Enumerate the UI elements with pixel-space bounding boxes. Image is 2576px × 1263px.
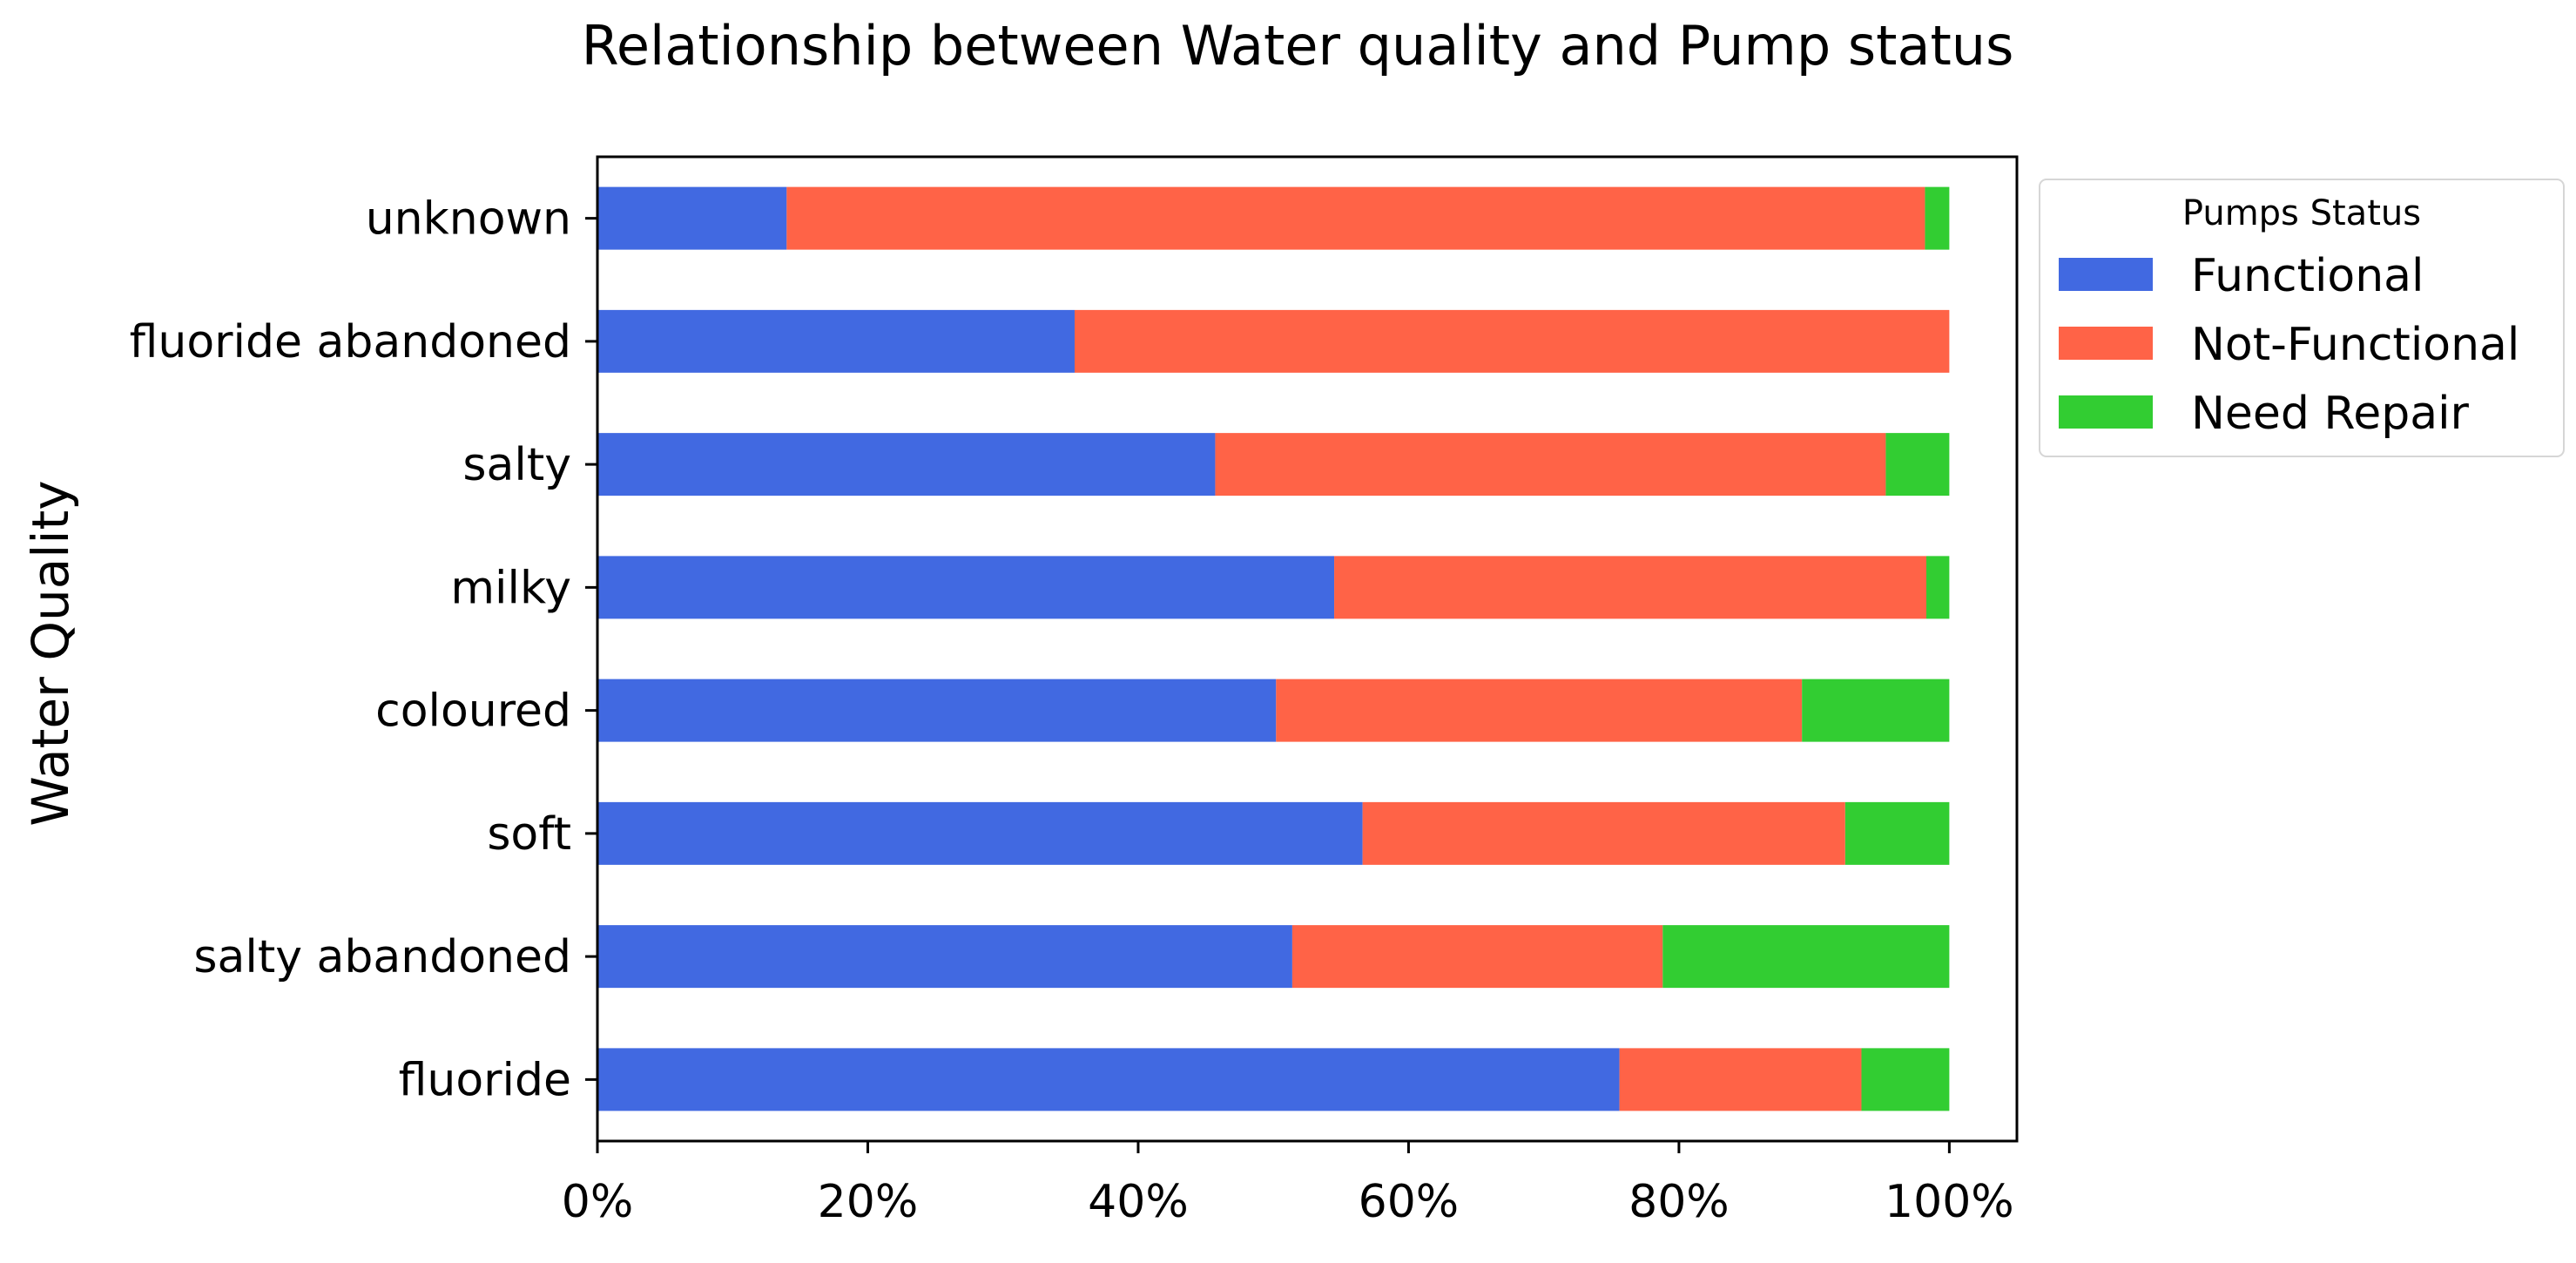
x-axis-group: 0% 20% 40% 60% 80% 100% [562,1141,2014,1228]
x-tick-label-20: 20% [818,1176,919,1228]
bar-fluoride-need-repair [1861,1048,1950,1111]
bar-salty-abandoned-need-repair [1662,925,1950,989]
bar-unknown-functional [597,186,787,250]
legend-label-need-repair: Need Repair [2191,388,2470,440]
bars-group [597,186,1950,1111]
legend-label-functional: Functional [2191,250,2424,302]
bar-soft-need-repair [1844,801,1950,865]
bar-coloured-need-repair [1802,679,1950,742]
y-axis-label: Water Quality [21,480,80,826]
legend: Pumps Status Functional Not-Functional Nee… [2039,179,2565,457]
legend-box [2039,179,2565,457]
bar-salty-need-repair [1885,433,1950,496]
bar-coloured-not-functional [1276,679,1803,742]
bar-soft-functional [597,801,1363,865]
y-tick-label-fluoride-abandoned: fluoride abandoned [130,316,571,368]
legend-title: Pumps Status [2182,193,2421,233]
bar-coloured-functional [597,679,1277,742]
plot-frame [596,155,2019,1143]
y-tick-label-fluoride: fluoride [399,1054,571,1106]
bar-unknown-need-repair [1925,186,1950,250]
bar-milky-not-functional [1334,556,1926,619]
y-tick-label-unknown: unknown [366,193,571,246]
bar-salty-functional [597,433,1216,496]
bar-salty-not-functional [1215,433,1886,496]
bar-soft-not-functional [1362,801,1845,865]
bar-fluoride-abandoned-not-functional [1074,309,1950,373]
bar-salty-abandoned-functional [597,925,1292,989]
y-tick-label-coloured: coloured [375,686,571,738]
y-tick-label-salty: salty [462,439,571,491]
bar-unknown-not-functional [786,186,1925,250]
y-axis-group: unknown fluoride abandoned salty milky colou… [130,193,597,1106]
x-tick-label-0: 0% [562,1176,634,1228]
x-tick-label-60: 60% [1359,1176,1460,1228]
bar-fluoride-functional [597,1048,1620,1111]
x-tick-label-80: 80% [1629,1176,1730,1228]
x-tick-label-100: 100% [1885,1176,2014,1228]
bar-fluoride-not-functional [1619,1048,1862,1111]
bar-fluoride-abandoned-functional [597,309,1075,373]
x-tick-label-40: 40% [1088,1176,1189,1228]
y-tick-label-salty-abandoned: salty abandoned [193,931,571,983]
bar-salty-abandoned-not-functional [1291,925,1663,989]
bar-milky-functional [597,556,1335,619]
legend-swatch-not-functional [2059,327,2153,360]
legend-label-not-functional: Not-Functional [2191,319,2519,371]
y-tick-label-soft: soft [487,808,571,861]
bar-milky-need-repair [1925,556,1950,619]
legend-swatch-need-repair [2059,395,2153,429]
y-tick-label-milky: milky [450,562,571,614]
chart-title: Relationship between Water quality and P… [582,14,2014,78]
legend-swatch-functional [2059,258,2153,291]
